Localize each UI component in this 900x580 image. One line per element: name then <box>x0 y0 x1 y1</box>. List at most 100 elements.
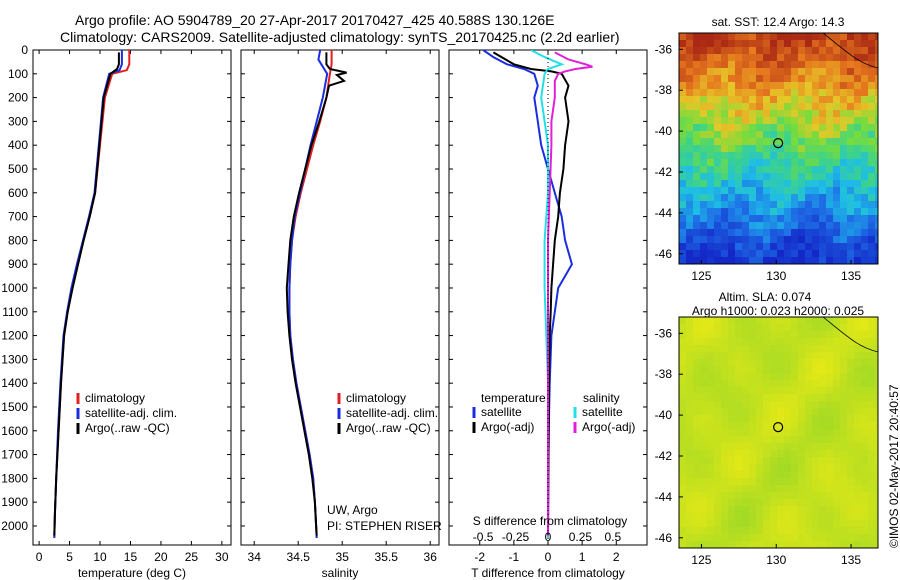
map-cell <box>805 338 813 346</box>
map-cell <box>728 257 736 264</box>
map-cell <box>854 138 862 146</box>
map-cell <box>875 152 878 160</box>
map-cell <box>714 250 722 258</box>
map-cell <box>805 82 813 90</box>
map-cell <box>728 443 736 451</box>
map-cell <box>735 464 743 472</box>
map-cell <box>714 222 722 230</box>
map-cell <box>693 194 701 202</box>
map-cell <box>700 187 708 195</box>
map-cell <box>861 534 869 542</box>
map-cell <box>854 187 862 195</box>
map-cell <box>798 173 806 181</box>
map-cell <box>868 145 876 153</box>
map-cell <box>756 124 764 132</box>
map-cell <box>791 124 799 132</box>
map-cell <box>840 464 848 472</box>
map-cell <box>728 492 736 500</box>
map-cell <box>686 443 694 451</box>
map-cell <box>812 317 820 325</box>
map-cell <box>812 401 820 409</box>
map-cell <box>826 457 834 465</box>
map-cell <box>833 82 841 90</box>
map-cell <box>693 215 701 223</box>
map-cell <box>770 89 778 97</box>
map-cell <box>868 422 876 430</box>
map-cell <box>735 338 743 346</box>
map-cell <box>784 450 792 458</box>
map-cell <box>770 194 778 202</box>
map-cell <box>875 89 878 97</box>
map-cell <box>840 61 848 69</box>
map-cell <box>819 380 827 388</box>
map-cell <box>826 492 834 500</box>
map-cell <box>686 131 694 139</box>
map-cell <box>840 499 848 507</box>
map-cell <box>784 54 792 62</box>
map-cell <box>854 131 862 139</box>
map-cell <box>742 394 750 402</box>
map-cell <box>826 215 834 223</box>
map-cell <box>770 152 778 160</box>
map-cell <box>693 492 701 500</box>
map-cell <box>798 345 806 353</box>
map-cell <box>686 236 694 244</box>
map-cell <box>840 443 848 451</box>
map-cell <box>875 82 878 90</box>
map-cell <box>819 201 827 209</box>
legend-title-temperature: temperature <box>481 391 546 405</box>
map-cell <box>735 527 743 535</box>
map-cell <box>728 222 736 230</box>
map-cell <box>742 513 750 521</box>
map-cell <box>798 250 806 258</box>
map-cell <box>707 317 715 325</box>
map-cell <box>868 478 876 486</box>
map-cell <box>756 317 764 325</box>
map-cell <box>693 75 701 83</box>
map-cell <box>819 464 827 472</box>
map-cell <box>861 131 869 139</box>
map-cell <box>840 429 848 437</box>
map-cell <box>777 506 785 514</box>
map-cell <box>840 54 848 62</box>
map-cell <box>742 338 750 346</box>
map-cell <box>868 243 876 251</box>
x-tick-label: 10 <box>93 550 107 564</box>
map-cell <box>819 408 827 416</box>
s-tick-label: -0.5 <box>473 530 494 544</box>
map-cell <box>805 222 813 230</box>
map-cell <box>686 478 694 486</box>
map-cell <box>868 229 876 237</box>
map-cell <box>693 145 701 153</box>
map-cell <box>798 33 806 41</box>
map-cell <box>763 138 771 146</box>
map-cell <box>707 373 715 381</box>
map-cell <box>763 250 771 258</box>
map-cell <box>742 499 750 507</box>
map-cell <box>847 152 855 160</box>
map-cell <box>861 471 869 479</box>
map-cell <box>777 250 785 258</box>
map-cell <box>826 89 834 97</box>
map-cell <box>868 415 876 423</box>
map-cell <box>861 250 869 258</box>
y-tick-label: -40 <box>655 124 673 138</box>
map-cell <box>756 131 764 139</box>
map-cell <box>735 534 743 542</box>
map-cell <box>847 415 855 423</box>
map-cell <box>756 429 764 437</box>
map-cell <box>812 124 820 132</box>
map-cell <box>847 180 855 188</box>
map-cell <box>742 236 750 244</box>
map-cell <box>742 47 750 55</box>
map-cell <box>721 478 729 486</box>
map-cell <box>714 117 722 125</box>
map-cell <box>679 324 687 332</box>
map-cell <box>700 110 708 118</box>
map-cell <box>693 68 701 76</box>
map-cell <box>805 250 813 258</box>
map-cell <box>826 68 834 76</box>
map-cell <box>777 229 785 237</box>
map-cell <box>777 373 785 381</box>
map-cell <box>826 331 834 339</box>
